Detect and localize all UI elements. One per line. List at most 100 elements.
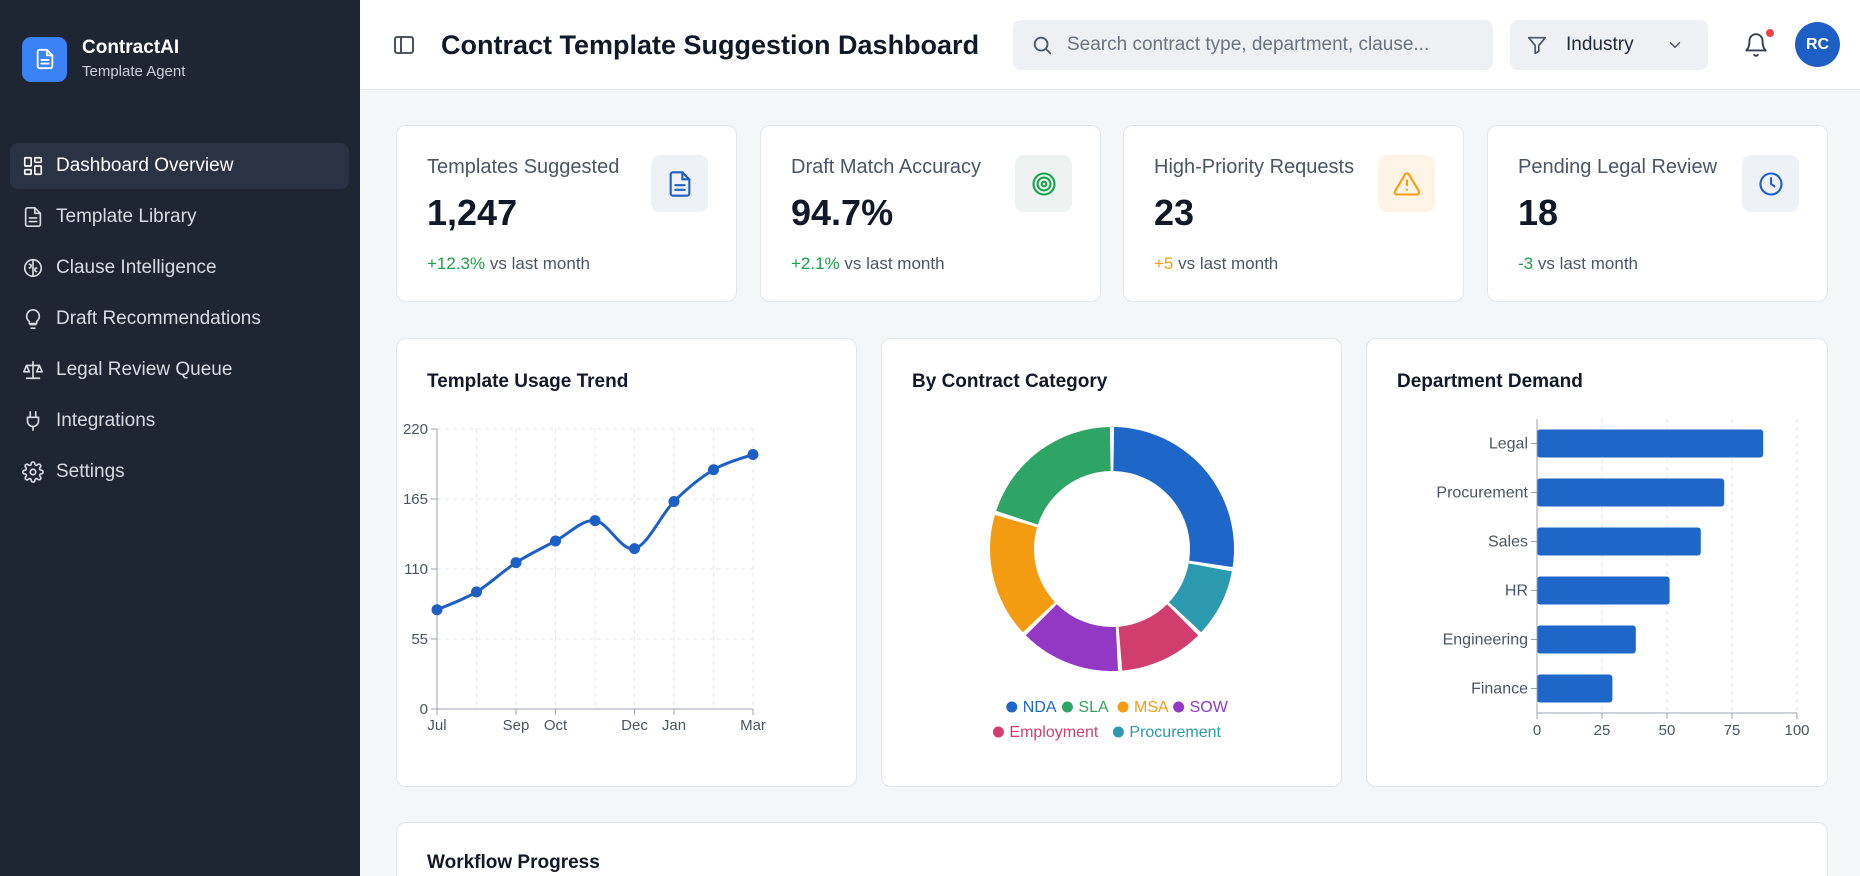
stat-delta-value: -3	[1518, 254, 1534, 273]
scale-icon	[23, 360, 43, 380]
plug-icon	[26, 411, 40, 431]
filter-selected-value: Industry	[1566, 34, 1634, 55]
department-demand-chart: 0 25 50 75 100 Legal Procurement Sales HR Enginee…	[1436, 419, 1810, 739]
sidebar-item-integrations[interactable]: Integrations	[10, 398, 349, 444]
sidebar-item-label: Draft Recommendations	[56, 308, 261, 329]
stat-label: Templates Suggested	[427, 156, 620, 178]
bell-icon[interactable]	[1743, 32, 1769, 58]
pie-slice-employment	[1118, 604, 1199, 671]
legend-swatch	[1117, 701, 1129, 713]
data-point	[668, 496, 680, 508]
file-icon	[24, 207, 42, 227]
stat-delta-text: vs last month	[839, 254, 945, 273]
data-point	[589, 515, 601, 527]
contract-category-panel: By Contract Category NDA SLA MSA SOW Employm…	[881, 338, 1342, 787]
department-demand-panel: Department Demand 0 25 50 75 100 Legal Procure…	[1366, 338, 1828, 787]
legend-label: SOW	[1190, 699, 1229, 716]
document-icon	[651, 155, 708, 212]
bar-procurement	[1537, 478, 1725, 507]
y-tick-label: 220	[403, 421, 428, 438]
workflow-progress-panel: Workflow Progress	[396, 822, 1828, 876]
sidebar-item-settings[interactable]: Settings	[10, 449, 349, 495]
stat-value: 94.7%	[791, 192, 894, 233]
x-tick-label: Sep	[503, 717, 530, 734]
chevron-down-icon	[1669, 42, 1681, 48]
bar-legal	[1537, 429, 1764, 458]
y-tick-label: Sales	[1488, 534, 1528, 551]
sidebar-item-label: Legal Review Queue	[56, 359, 233, 380]
sidebar-item-label: Clause Intelligence	[56, 257, 217, 278]
sidebar-item-template-library[interactable]: Template Library	[10, 194, 349, 240]
legend-label: MSA	[1134, 699, 1169, 716]
sidebar-item-label: Settings	[56, 461, 125, 482]
brand-name: ContractAI	[82, 37, 180, 58]
stat-card-high-priority-requests: High-Priority Requests 23 +5 vs last mon…	[1123, 125, 1464, 302]
gear-icon	[22, 461, 44, 483]
x-tick-label: Mar	[740, 717, 766, 734]
usage-trend-chart: 0 55 110 165 220 Jul Sep Oct Dec Jan Mar	[403, 421, 766, 734]
sidebar-item-draft-recommendations[interactable]: Draft Recommendations	[10, 296, 349, 342]
sidebar-item-label: Template Library	[56, 206, 197, 227]
stat-delta-value: +12.3%	[427, 254, 486, 273]
stat-label: High-Priority Requests	[1154, 156, 1355, 178]
lightbulb-icon	[25, 309, 41, 329]
bar-sales	[1537, 527, 1701, 556]
panel-title: Department Demand	[1397, 371, 1583, 392]
panel-title: Workflow Progress	[427, 852, 600, 873]
sidebar-item-label: Integrations	[56, 410, 156, 431]
stat-card-pending-legal-review: Pending Legal Review 18 -3 vs last month	[1487, 125, 1828, 302]
sidebar-item-dashboard-overview[interactable]: Dashboard Overview	[10, 143, 349, 189]
sidebar-nav: Dashboard Overview Template Library Clau…	[10, 143, 349, 500]
warning-icon	[1378, 155, 1435, 212]
data-point	[431, 604, 443, 616]
panel-title: Template Usage Trend	[427, 371, 629, 392]
legend-swatch	[1061, 701, 1073, 713]
stat-delta-text: vs last month	[485, 254, 591, 273]
data-point	[629, 543, 640, 555]
data-point	[708, 464, 719, 476]
x-tick-label: 25	[1594, 722, 1611, 739]
data-point	[510, 557, 522, 569]
sidebar-item-legal-review-queue[interactable]: Legal Review Queue	[10, 347, 349, 393]
x-tick-label: 50	[1659, 722, 1676, 739]
brain-icon	[23, 258, 43, 278]
pie-slice-sla	[996, 427, 1111, 525]
bar-finance	[1537, 674, 1613, 703]
x-tick-label: Jan	[662, 717, 686, 734]
pie-slice-nda	[1113, 427, 1234, 568]
target-icon	[1015, 155, 1072, 212]
y-tick-label: Legal	[1489, 436, 1528, 453]
y-tick-label: 165	[403, 491, 428, 508]
y-tick-label: 55	[411, 631, 428, 648]
filter-icon	[1527, 36, 1547, 55]
x-tick-label: 100	[1784, 722, 1809, 739]
search-box[interactable]	[1013, 20, 1493, 70]
stat-delta-text: vs last month	[1173, 254, 1279, 273]
industry-filter-dropdown[interactable]: Industry	[1510, 20, 1708, 70]
contract-category-chart: NDA SLA MSA SOW Employment Procurement	[990, 427, 1234, 741]
x-tick-label: Jul	[427, 717, 446, 734]
legend-swatch	[992, 726, 1004, 738]
legend-label: SLA	[1078, 699, 1109, 716]
legend-swatch	[1006, 701, 1018, 713]
stat-delta-value: +2.1%	[791, 254, 840, 273]
usage-trend-panel: Template Usage Trend 0 55 110 165 220 Jul Sep O…	[396, 338, 857, 787]
legend-label: Procurement	[1129, 724, 1221, 741]
sidebar-item-clause-intelligence[interactable]: Clause Intelligence	[10, 245, 349, 291]
stat-delta: +2.1% vs last month	[791, 254, 945, 274]
y-tick-label: 110	[404, 561, 428, 578]
bar-engineering	[1537, 625, 1636, 654]
y-tick-label: Finance	[1471, 681, 1528, 698]
stat-delta: +12.3% vs last month	[427, 254, 590, 274]
sidebar-toggle-icon[interactable]	[392, 33, 416, 57]
bar-hr	[1537, 576, 1670, 605]
stat-delta-text: vs last month	[1533, 254, 1638, 273]
avatar[interactable]: RC	[1795, 22, 1840, 67]
pie-slice-sow	[1025, 604, 1119, 671]
pie-slice-procurement	[1169, 563, 1232, 633]
stat-value: 1,247	[427, 192, 518, 233]
search-input[interactable]	[1067, 34, 1487, 56]
stat-delta-value: +5	[1154, 254, 1174, 273]
pie-slice-msa	[990, 514, 1055, 633]
data-point	[747, 448, 759, 460]
